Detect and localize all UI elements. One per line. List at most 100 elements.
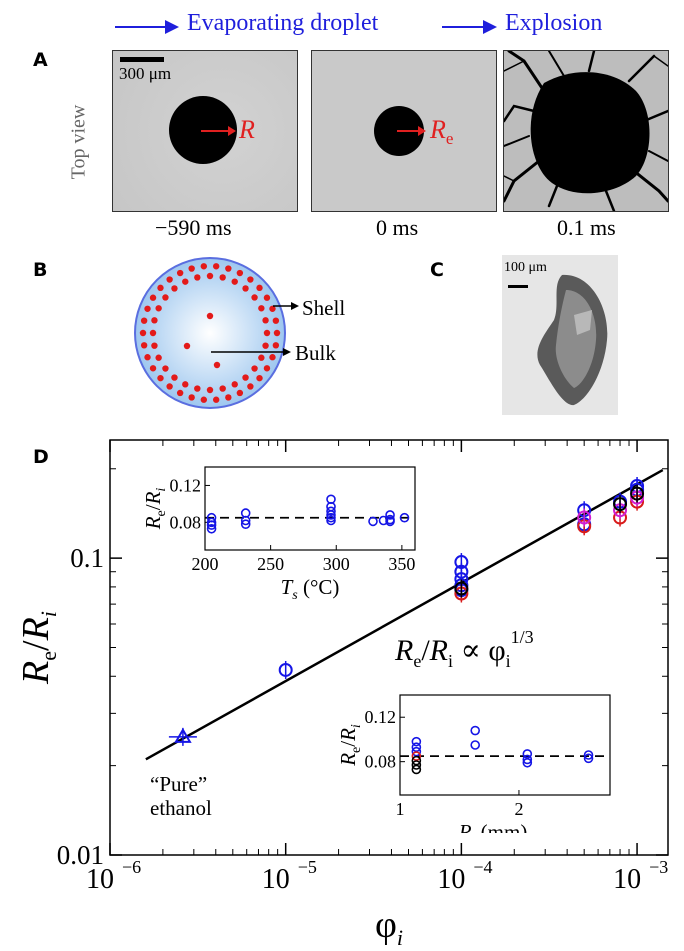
data-point — [206, 520, 217, 530]
shell-particle — [188, 394, 195, 401]
droplet-frame-1: 300 μm R — [112, 50, 298, 212]
shell-particle — [258, 305, 265, 312]
shell-particle — [157, 374, 164, 382]
x-tick-label: 1 — [396, 799, 405, 819]
shell-particle — [242, 285, 249, 292]
x-tick-label: 350 — [388, 554, 415, 574]
y-axis-label: Re/Ri — [15, 611, 61, 685]
data-point — [206, 517, 217, 528]
shell-particle — [273, 329, 281, 337]
data-point — [411, 742, 422, 753]
shell-particle — [269, 354, 276, 361]
shell-particle — [263, 329, 271, 337]
shell-particle — [182, 278, 189, 285]
shell-particle — [162, 365, 169, 372]
x-tick-exponent: −3 — [649, 857, 668, 877]
ethanol-label: ethanol — [150, 796, 212, 820]
x-tick-label: 10 — [86, 864, 114, 895]
shell-particle — [206, 272, 214, 280]
shell-particle — [151, 317, 158, 324]
shell-particle — [247, 383, 254, 390]
pure-ethanol-annotation: “Pure” ethanol — [150, 772, 212, 820]
shell-particle — [269, 305, 276, 312]
shell-particle — [149, 294, 157, 301]
shell-particle — [272, 342, 280, 349]
shell-particle — [219, 385, 226, 392]
data-point — [368, 516, 378, 527]
shell-label: Shell — [302, 296, 346, 320]
shell-particle — [176, 269, 184, 277]
shell-particle — [149, 329, 157, 337]
shell-particle — [162, 294, 169, 301]
shell-particle — [151, 342, 158, 349]
shell-particle — [262, 342, 269, 349]
shell-particle — [166, 383, 173, 390]
y-tick-label: 0.1 — [70, 543, 104, 573]
inset-frame — [399, 694, 611, 796]
data-point — [385, 516, 395, 527]
inset-y-axis-label: Re/Ri — [336, 724, 364, 767]
shell-particle — [225, 265, 232, 272]
panel-b-label: B — [33, 259, 48, 281]
data-point — [454, 555, 469, 570]
data-point — [454, 581, 469, 596]
bulk-label: Bulk — [295, 341, 336, 365]
x-tick-label: 10 — [437, 864, 465, 895]
radius-arrow-icon — [201, 126, 236, 136]
data-point — [240, 515, 251, 526]
inset-x-axis-label: Ts (°C) — [281, 575, 340, 603]
scale-bar-label: 100 μm — [504, 260, 547, 275]
scale-bar-label: 300 μm — [119, 64, 172, 83]
shell-particle — [272, 317, 280, 324]
scale-bar — [120, 57, 164, 62]
x-tick-label: 2 — [514, 799, 523, 819]
data-point — [385, 510, 395, 520]
data-point — [411, 736, 422, 747]
inset-ri-chart: 0.08 0.12 1 2 Re/Ri Ri (mm) — [336, 694, 611, 833]
radius-label-re: Re — [430, 115, 454, 149]
top-view-label: Top view — [67, 104, 90, 180]
y-tick-label: 0.12 — [365, 707, 397, 727]
data-point — [583, 753, 594, 764]
shell-particle — [212, 396, 220, 403]
shell-particle — [149, 365, 157, 372]
shell-particle — [194, 274, 201, 281]
x-tick-label: 10 — [613, 864, 641, 895]
y-tick-label: 0.12 — [170, 475, 202, 495]
data-point — [240, 519, 251, 529]
shell-particle — [139, 329, 147, 337]
data-point — [577, 510, 592, 525]
shell-particle — [194, 385, 201, 392]
radius-arrow-icon — [397, 126, 426, 136]
header-explosion: Explosion — [505, 10, 603, 36]
panel-a-label: A — [33, 49, 48, 71]
time-label-2: 0 ms — [376, 215, 419, 240]
x-tick-label: 300 — [323, 554, 350, 574]
shell-particle — [176, 389, 184, 397]
shell-particle — [258, 354, 265, 361]
shell-particle — [251, 365, 258, 372]
inset-frame — [204, 466, 416, 551]
data-point — [613, 497, 628, 512]
time-label-1: −590 ms — [155, 215, 232, 240]
shell-photo: 100 μm — [502, 255, 618, 415]
y-tick-label: 0.01 — [57, 840, 104, 870]
x-axis-label: φi — [375, 904, 403, 950]
shell-particle — [155, 354, 162, 361]
data-point — [278, 662, 293, 677]
data-point — [630, 486, 645, 501]
shell-particle — [188, 265, 195, 272]
data-point — [470, 740, 481, 750]
time-label-3: 0.1 ms — [557, 215, 616, 240]
data-point — [411, 751, 422, 761]
x-tick-label: 250 — [257, 554, 284, 574]
data-point — [326, 512, 336, 523]
shell-particle — [166, 276, 173, 283]
shell-particle — [236, 389, 244, 397]
shell-photo-image — [537, 274, 608, 406]
shell-particle — [171, 285, 178, 292]
shell-particle — [236, 269, 244, 277]
data-point — [411, 755, 422, 766]
data-point — [583, 750, 594, 760]
shell-particle — [251, 294, 258, 301]
